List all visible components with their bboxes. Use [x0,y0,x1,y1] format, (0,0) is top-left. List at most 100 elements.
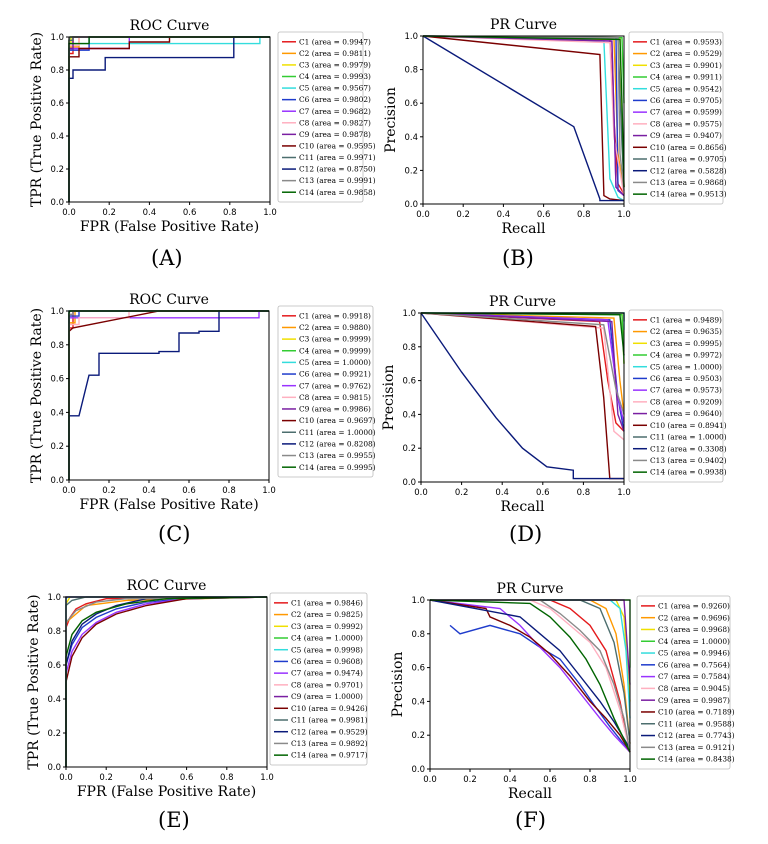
series-line-c9 [68,36,270,202]
series-line-c9 [422,35,625,197]
legend-entry: C7 (area = 0.7584) [658,672,730,681]
legend-entry: C7 (area = 0.9599) [650,108,722,117]
y-tick-label: 1.0 [50,307,64,317]
x-tick-label: 0.4 [495,488,509,498]
legend-entry: C8 (area = 0.9045) [658,684,730,693]
series-line-c8 [420,312,625,441]
chart-title: PR Curve [490,17,557,33]
legend-entry: C4 (area = 0.9999) [299,346,371,355]
series-line-c2 [68,36,270,202]
legend-entry: C3 (area = 0.9968) [658,625,730,634]
legend-entry: C6 (area = 0.9705) [650,96,722,105]
series-line-c1 [68,310,269,480]
legend-entry: C1 (area = 0.9846) [291,598,363,607]
series-line-c12 [68,36,270,202]
x-tick-label: 0.0 [416,210,430,220]
y-tick-label: 0.8 [50,341,64,351]
y-tick-label: 0.8 [402,343,416,353]
x-tick-label: 1.0 [623,775,637,785]
series-group [68,310,269,480]
x-axis-label: FPR (False Positive Rate) [80,219,259,235]
y-tick-label: 1.0 [50,33,64,43]
series-line-c14 [68,310,269,480]
legend-entry: C10 (area = 0.9426) [291,704,368,713]
legend-entry: C12 (area = 0.7743) [658,731,735,740]
series-line-c7 [422,35,625,197]
y-tick-label: 0.4 [47,695,61,705]
y-tick-label: 0.6 [404,99,418,109]
y-tick-label: 0.2 [402,444,416,454]
panel-label-d: (D) [509,522,543,546]
legend-entry: C8 (area = 0.9209) [650,397,722,406]
y-tick-label: 0.8 [47,627,61,637]
series-line-c7 [65,596,268,767]
x-tick-label: 0.0 [414,488,428,498]
legend-box [628,31,724,205]
legend-entry: C2 (area = 0.9825) [291,610,363,619]
chart-title: PR Curve [489,294,556,310]
y-tick-label: 0.2 [50,165,64,175]
legend-entry: C10 (area = 0.7189) [658,708,735,717]
legend-entry: C8 (area = 0.9815) [299,393,371,402]
legend-entry: C14 (area = 0.9513) [650,190,727,199]
legend-entry: C13 (area = 0.9892) [291,739,368,748]
legend-entry: C4 (area = 0.9972) [650,351,722,360]
y-tick-label: 0.4 [50,408,64,418]
series-line-c8 [430,599,631,753]
y-tick-label: 0.4 [50,132,64,142]
series-line-c14 [422,35,625,188]
x-tick-label: 0.4 [143,208,157,218]
series-line-c2 [68,310,269,480]
y-tick-label: 0.6 [50,99,64,109]
x-tick-label: 0.2 [99,773,113,783]
legend-entry: C1 (area = 0.9593) [650,37,722,46]
legend-entry: C13 (area = 0.9955) [299,451,376,460]
series-line-c4 [68,36,270,202]
x-tick-label: 0.2 [463,775,477,785]
plot-frame [420,312,625,483]
panel-label-a: (A) [151,246,183,270]
x-tick-label: 0.8 [223,208,237,218]
x-tick-label: 1.0 [262,486,276,496]
series-line-c12 [422,35,624,202]
legend-entry: C4 (area = 0.9911) [650,73,722,82]
chart-title: ROC Curve [129,292,209,308]
legend-entry: C5 (area = 1.0000) [299,358,371,367]
x-tick-label: 1.0 [260,773,274,783]
legend-entry: C8 (area = 0.9827) [299,118,371,127]
series-line-c6 [449,624,631,753]
series-line-c3 [422,35,625,188]
x-tick-label: 0.0 [62,208,76,218]
legend-entry: C9 (area = 0.9407) [650,131,722,140]
y-tick-label: 1.0 [402,309,416,319]
legend-entry: C3 (area = 0.9901) [650,61,722,70]
legend-entry: C7 (area = 0.9682) [299,107,371,116]
legend-entry: C11 (area = 0.9971) [299,153,376,162]
x-tick-label: 0.0 [59,773,73,783]
y-tick-label: 0.8 [411,630,425,640]
y-tick-label: 0.0 [47,763,61,773]
plot-frame [429,599,631,770]
legend: C1 (area = 0.9593) C2 (area = 0.9529) C3 (… [628,31,727,205]
x-tick-label: 0.0 [423,775,437,785]
legend-entry: C12 (area = 0.8208) [299,439,376,448]
x-tick-label: 1.0 [617,488,631,498]
series-line-c7 [429,599,631,753]
legend-box [277,31,364,203]
legend-entry: C12 (area = 0.3308) [650,444,727,453]
legend-box [269,592,368,766]
series-line-c3 [68,36,270,202]
chart-title: PR Curve [496,581,563,597]
legend-entry: C5 (area = 0.9998) [291,645,363,654]
legend-entry: C9 (area = 0.9987) [658,696,730,705]
legend-entry: C2 (area = 0.9696) [658,613,730,622]
y-tick-label: 1.0 [404,32,418,42]
legend-entry: C2 (area = 0.9811) [299,49,371,58]
y-tick-label: 0.4 [411,697,425,707]
legend-entry: C5 (area = 0.9946) [658,649,730,658]
legend-entry: C9 (area = 0.9986) [299,405,371,414]
series-line-c13 [430,599,631,753]
legend-box [628,309,724,483]
series-line-c7 [420,312,625,424]
x-tick-label: 0.8 [577,210,591,220]
